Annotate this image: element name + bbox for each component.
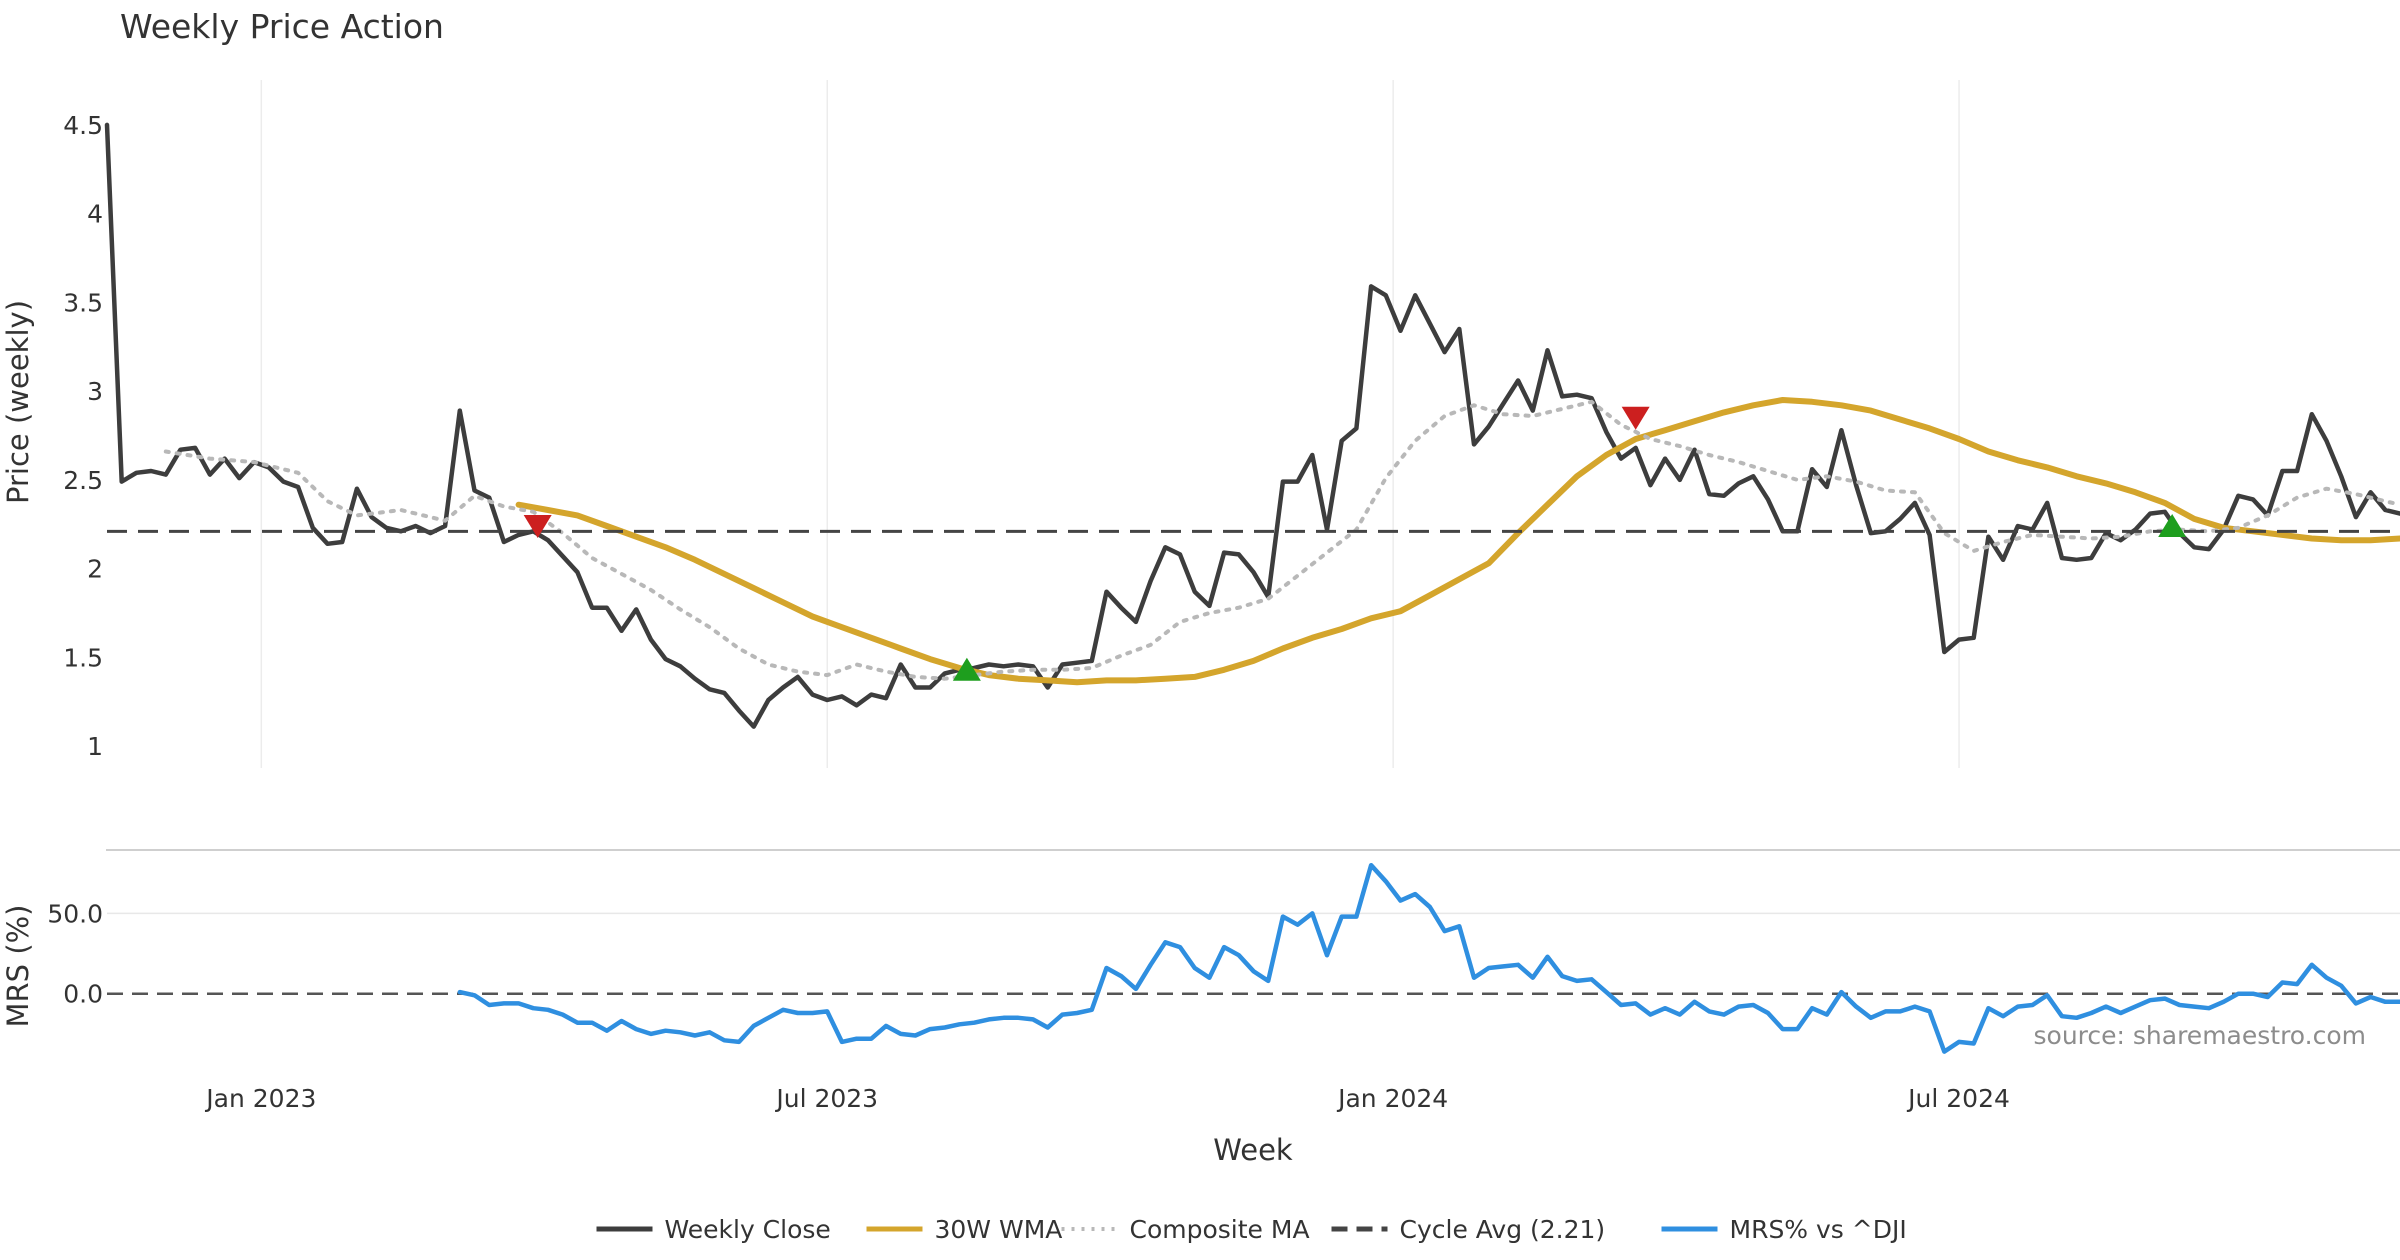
- price-y-tick-labels: 1 1.5 2 2.5 3 3.5 4 4.5: [63, 111, 103, 761]
- mrs-y-gridlines: [107, 912, 2400, 995]
- signal-markers: [523, 406, 2187, 681]
- x-tick-jan-2024: Jan 2024: [1336, 1084, 1448, 1113]
- source-note: source: sharemaestro.com: [2034, 1021, 2367, 1050]
- legend-label-mrs-vs-dji: MRS% vs ^DJI: [1730, 1215, 1907, 1244]
- mrs-panel: 0.0 50.0 MRS (%) source: sharemaestro.com: [1, 862, 2400, 1054]
- price-y-tick-6: 4: [87, 200, 103, 229]
- price-y-axis-label: Price (weekly): [1, 300, 35, 504]
- price-y-tick-7: 4.5: [63, 111, 103, 140]
- series-mrs-vs-dji: [457, 862, 2400, 1054]
- price-y-tick-3: 2.5: [63, 466, 103, 495]
- series-30w-wma: [515, 397, 2400, 686]
- x-tick-jul-2024: Jul 2024: [1906, 1084, 2010, 1113]
- x-axis-label: Week: [1213, 1133, 1293, 1167]
- sell-signal-marker-0: [523, 515, 552, 539]
- buy-signal-marker-3: [2158, 514, 2187, 538]
- mrs-y-tick-0: 0.0: [63, 980, 103, 1009]
- buy-signal-marker-1: [952, 657, 981, 681]
- price-y-tick-2: 2: [87, 555, 103, 584]
- sell-signal-marker-2: [1621, 406, 1650, 430]
- legend-item-composite-ma: Composite MA: [1061, 1215, 1310, 1244]
- mrs-y-tick-1: 50.0: [47, 899, 103, 928]
- legend-label-30w-wma: 30W WMA: [935, 1215, 1063, 1244]
- x-tick-jul-2023: Jul 2023: [774, 1084, 878, 1113]
- legend-label-weekly-close: Weekly Close: [665, 1215, 831, 1244]
- price-y-tick-5: 3.5: [63, 288, 103, 317]
- mrs-y-tick-labels: 0.0 50.0: [47, 899, 103, 1008]
- legend-item-mrs-vs-dji: MRS% vs ^DJI: [1661, 1215, 1907, 1244]
- series-weekly-close: [104, 122, 2400, 729]
- price-x-gridlines: [260, 80, 1960, 768]
- mrs-series-lines: [457, 862, 2400, 1054]
- price-y-tick-0: 1: [87, 732, 103, 761]
- price-series-lines: [104, 122, 2400, 729]
- legend-label-cycle-avg-2-21: Cycle Avg (2.21): [1400, 1215, 1606, 1244]
- price-y-tick-4: 3: [87, 377, 103, 406]
- legend-item-cycle-avg-2-21: Cycle Avg (2.21): [1331, 1215, 1606, 1244]
- price-y-tick-1: 1.5: [63, 643, 103, 672]
- legend-item-weekly-close: Weekly Close: [596, 1215, 831, 1244]
- x-tick-jan-2023: Jan 2023: [204, 1084, 316, 1113]
- legend: Weekly Close 30W WMA Composite MA Cycle Avg…: [596, 1215, 1907, 1244]
- legend-item-30w-wma: 30W WMA: [866, 1215, 1063, 1244]
- series-composite-ma: [163, 399, 2400, 681]
- legend-label-composite-ma: Composite MA: [1130, 1215, 1310, 1244]
- price-panel: 1 1.5 2 2.5 3 3.5 4 4.5 Price (weekly): [1, 80, 2400, 768]
- chart-title: Weekly Price Action: [120, 7, 444, 46]
- mrs-y-axis-label: MRS (%): [1, 905, 35, 1028]
